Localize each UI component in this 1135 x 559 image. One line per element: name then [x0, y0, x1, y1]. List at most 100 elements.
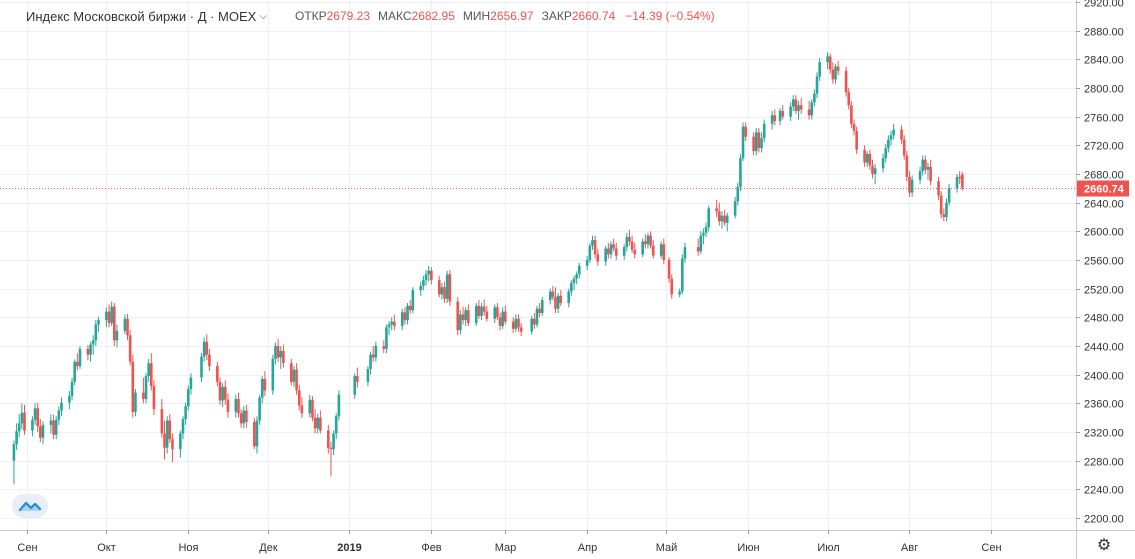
candle-body — [498, 317, 502, 326]
candle-body — [202, 341, 206, 357]
x-tick-label: Дек — [259, 542, 278, 554]
candle — [641, 238, 644, 258]
candle-body — [908, 176, 911, 193]
candle — [329, 442, 333, 477]
candle — [308, 394, 312, 418]
candle-body — [591, 239, 594, 246]
candle-body — [160, 409, 164, 434]
candle-body — [577, 265, 581, 275]
candle-body — [131, 361, 135, 412]
candle — [789, 102, 792, 121]
candle-body — [836, 66, 840, 71]
low-label: МИН — [462, 9, 491, 23]
candle — [390, 317, 394, 331]
candle — [400, 308, 404, 331]
candle — [218, 377, 222, 405]
candle — [831, 62, 835, 84]
candle-body — [374, 346, 378, 358]
candle — [23, 404, 26, 435]
candle — [696, 238, 700, 256]
candle-body — [752, 136, 755, 152]
candle — [947, 184, 951, 206]
candle-body — [260, 378, 264, 398]
candle-body — [815, 76, 819, 94]
candle-body — [179, 433, 182, 450]
candle-body — [921, 159, 925, 172]
candle — [311, 396, 314, 422]
candle — [667, 257, 671, 283]
candle — [644, 234, 647, 249]
candle-body — [142, 392, 145, 400]
candle-body — [337, 394, 341, 417]
candle-body — [485, 311, 489, 319]
candle-body — [427, 270, 430, 275]
candle-body — [86, 348, 90, 355]
candle — [556, 292, 560, 314]
candle — [369, 351, 372, 375]
candle-body — [707, 208, 711, 228]
candle-body — [614, 248, 618, 256]
candle-body — [332, 433, 335, 450]
candle-body — [424, 274, 428, 281]
candle — [794, 95, 798, 114]
candle — [707, 205, 711, 232]
candle-body — [382, 346, 386, 349]
tradingview-logo-icon[interactable] — [12, 494, 48, 518]
candle — [659, 241, 663, 259]
candle — [255, 416, 259, 454]
candle-body — [781, 110, 784, 117]
candle — [226, 393, 230, 418]
candle — [908, 171, 911, 197]
candle — [448, 270, 452, 306]
candle — [461, 306, 465, 325]
candle — [810, 99, 814, 120]
change-value: −14.39 (−0.54%) — [625, 9, 715, 23]
candle-body — [253, 421, 256, 447]
candle — [113, 303, 116, 346]
candle — [855, 126, 858, 154]
candle — [184, 402, 187, 425]
candle — [918, 166, 922, 185]
candle-body — [789, 106, 792, 117]
candle-body — [60, 402, 63, 411]
candle — [216, 361, 219, 387]
candle — [625, 232, 629, 252]
candle-body — [556, 295, 560, 309]
candle — [456, 297, 460, 336]
candle-body — [736, 186, 740, 202]
candle — [86, 345, 90, 361]
candle-body — [791, 99, 795, 107]
candle-body — [533, 318, 536, 325]
chevron-down-icon[interactable]: ⌵ — [259, 10, 267, 22]
candle — [852, 119, 856, 136]
symbol-title[interactable]: Индекс Московской биржи · Д · MOEX — [26, 8, 257, 24]
candle — [263, 371, 267, 397]
gear-icon[interactable]: ⚙ — [1096, 537, 1112, 554]
close-value: 2660.74 — [571, 9, 616, 23]
candle — [514, 314, 518, 332]
candle — [961, 171, 964, 191]
candle — [630, 235, 634, 253]
candle — [144, 373, 148, 404]
candle-body — [649, 235, 652, 246]
candle — [760, 132, 763, 153]
candle-body — [873, 168, 877, 174]
candle — [881, 153, 885, 173]
candle-body — [884, 148, 888, 159]
x-axis[interactable]: Сен Окт Ноя Дек 2019 Фев Мар Апр Май Июн Июл Авг Сен — [17, 530, 1002, 554]
candle — [720, 211, 724, 229]
candle-body — [68, 396, 71, 403]
candle-body — [754, 132, 758, 152]
candle — [437, 275, 441, 298]
candle-body — [720, 215, 724, 222]
candle — [237, 392, 240, 418]
candle-body — [493, 307, 497, 319]
y-axis[interactable]: 2200.00 2240.00 2280.00 2320.00 2360.00 2400.… — [1076, 0, 1129, 526]
candle-body — [535, 308, 539, 325]
candle — [498, 313, 502, 331]
candle-body — [704, 227, 708, 233]
y-tick-label: 2560.00 — [1084, 256, 1124, 268]
candle-body — [105, 311, 108, 321]
